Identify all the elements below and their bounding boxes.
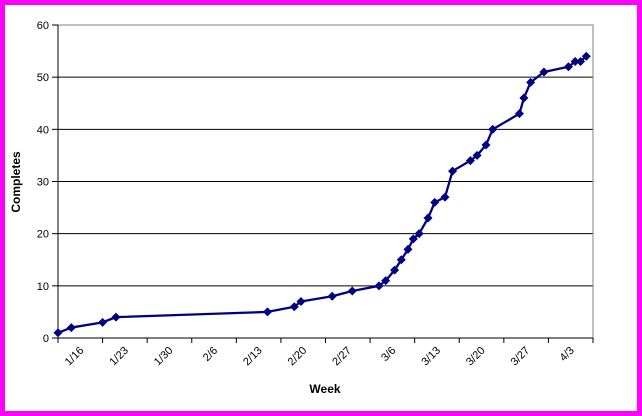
data-point-marker bbox=[440, 192, 450, 202]
data-point-marker bbox=[408, 234, 418, 244]
y-tick-label: 10 bbox=[37, 281, 49, 293]
data-point-marker bbox=[423, 213, 433, 223]
data-point-marker bbox=[488, 124, 498, 134]
data-point-marker bbox=[396, 255, 406, 265]
data-point-marker bbox=[539, 67, 549, 77]
data-point-marker bbox=[111, 312, 121, 322]
data-point-marker bbox=[481, 140, 491, 150]
data-point-marker bbox=[403, 244, 413, 254]
data-point-marker bbox=[465, 156, 475, 166]
data-point-marker bbox=[570, 57, 580, 67]
y-axis-title: Completes bbox=[9, 151, 23, 213]
data-point-marker bbox=[289, 302, 299, 312]
y-tick-label: 40 bbox=[37, 124, 49, 136]
y-tick-label: 0 bbox=[43, 333, 49, 345]
y-tick-label: 20 bbox=[37, 229, 49, 241]
data-point-marker bbox=[563, 62, 573, 72]
data-point-marker bbox=[514, 109, 524, 119]
data-point-marker bbox=[327, 291, 337, 301]
data-point-marker bbox=[296, 296, 306, 306]
data-point-marker bbox=[414, 229, 424, 239]
data-point-marker bbox=[374, 281, 384, 291]
data-point-marker bbox=[98, 317, 108, 327]
data-point-marker bbox=[381, 276, 391, 286]
x-axis-title: Week bbox=[309, 382, 340, 396]
y-tick-label: 30 bbox=[37, 177, 49, 189]
y-tick-label: 60 bbox=[37, 20, 49, 32]
data-point-marker bbox=[581, 51, 591, 61]
data-point-marker bbox=[519, 93, 529, 103]
y-tick-label: 50 bbox=[37, 72, 49, 84]
data-point-marker bbox=[53, 328, 63, 338]
data-point-marker bbox=[347, 286, 357, 296]
data-point-marker bbox=[472, 150, 482, 160]
data-point-marker bbox=[390, 265, 400, 275]
data-point-marker bbox=[448, 166, 458, 176]
data-point-marker bbox=[526, 77, 536, 87]
data-point-marker bbox=[66, 323, 76, 333]
data-point-marker bbox=[576, 57, 586, 67]
data-point-marker bbox=[263, 307, 273, 317]
data-point-marker bbox=[430, 197, 440, 207]
